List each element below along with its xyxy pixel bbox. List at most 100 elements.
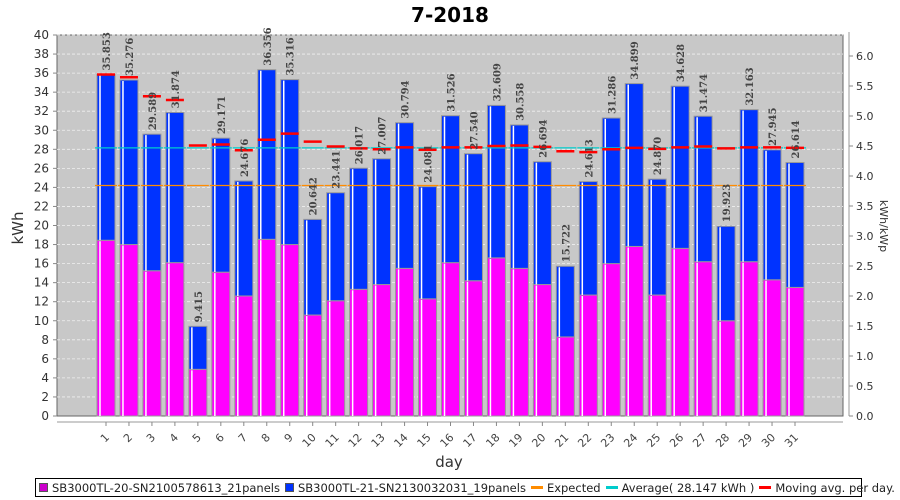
bar-stack xyxy=(188,325,208,417)
bar-stack xyxy=(509,124,529,417)
bar-total-label: 35.853 xyxy=(102,32,113,70)
bar-segment-inverter-21 xyxy=(303,218,323,316)
bar-segment-inverter-21 xyxy=(670,85,690,249)
bar-total-label: 26.694 xyxy=(538,119,549,157)
bar-value-labels: 35.853 35.276 29.589 31.874 9.415 29.171 24.67… xyxy=(102,27,802,322)
x-tick-label: 12 xyxy=(346,431,365,450)
x-tick-label: 29 xyxy=(736,431,755,450)
bar-total-label: 30.558 xyxy=(515,83,526,121)
y-right-tick-label: 6.0 xyxy=(856,50,874,63)
x-tick-label: 25 xyxy=(644,431,663,450)
y-axis-right: 0.0 0.5 1.0 1.5 2.0 2.5 3.0 3.5 4.0 4.5 5.0 5.5 6.0 xyxy=(848,32,874,423)
x-tick-label: 4 xyxy=(167,431,181,445)
bar-segment-inverter-21 xyxy=(555,265,575,338)
y-tick-label: 2 xyxy=(41,390,49,404)
bar-segment-inverter-21 xyxy=(188,325,208,370)
bar-segment-inverter-21 xyxy=(119,79,139,246)
x-tick-label: 7 xyxy=(236,431,250,445)
bar-segment-inverter-21 xyxy=(509,124,529,269)
bar-total-label: 27.540 xyxy=(469,111,480,149)
bar-total-label: 31.474 xyxy=(699,74,710,112)
legend-swatch-icon xyxy=(284,483,294,492)
bar-total-label: 23.441 xyxy=(332,150,343,188)
bar-total-label: 30.794 xyxy=(401,80,412,118)
bar-stack xyxy=(418,186,438,417)
y-tick-label: 8 xyxy=(41,333,49,347)
y-right-tick-label: 3.0 xyxy=(856,230,874,243)
y-tick-label: 4 xyxy=(41,371,49,385)
bar-segment-inverter-21 xyxy=(578,181,598,296)
bar-total-label: 35.276 xyxy=(125,38,136,76)
bar-segment-inverter-21 xyxy=(349,167,369,290)
bar-total-label: 31.526 xyxy=(447,73,458,111)
legend-item-moving-avg: Moving avg. per day. xyxy=(759,481,895,495)
y-tick-label: 6 xyxy=(41,352,49,366)
x-tick-label: 27 xyxy=(690,431,709,450)
x-tick-label: 21 xyxy=(552,431,571,450)
y-tick-label: 16 xyxy=(34,257,49,271)
x-tick-label: 6 xyxy=(213,431,227,445)
x-tick-label: 22 xyxy=(575,431,594,450)
bar-total-label: 19.923 xyxy=(722,184,733,222)
bar-total-label: 31.874 xyxy=(171,70,182,108)
bar-segment-inverter-21 xyxy=(785,162,805,288)
x-tick-label: 5 xyxy=(190,431,204,445)
y-tick-label: 36 xyxy=(34,66,49,80)
x-tick-label: 14 xyxy=(392,431,411,450)
bar-stack xyxy=(762,149,782,417)
x-tick-label: 19 xyxy=(506,431,525,450)
y-axis-right-label: kWh/kWp xyxy=(877,200,890,252)
bar-total-label: 27.945 xyxy=(768,108,779,146)
bar-segment-inverter-21 xyxy=(486,104,506,259)
bar-total-label: 32.163 xyxy=(745,67,756,105)
y-right-tick-label: 0.5 xyxy=(856,380,874,393)
bar-stack xyxy=(532,161,552,417)
bar-stack xyxy=(257,69,277,417)
x-tick-label: 28 xyxy=(713,431,732,450)
bar-total-label: 26.614 xyxy=(791,120,802,158)
bar-segment-inverter-21 xyxy=(601,117,621,265)
y-tick-label: 14 xyxy=(34,276,49,290)
x-tick-label: 24 xyxy=(621,431,640,450)
y-tick-label: 28 xyxy=(34,142,49,156)
y-tick-label: 38 xyxy=(34,47,49,61)
bar-segment-inverter-21 xyxy=(716,225,736,322)
x-tick-label: 15 xyxy=(415,431,434,450)
legend-item-inverter-21: SB3000TL-21-SN2130032031_19panels xyxy=(284,481,526,495)
bar-total-label: 34.899 xyxy=(630,41,641,79)
bars xyxy=(96,69,805,417)
bar-stack xyxy=(647,178,667,417)
bar-stack xyxy=(624,83,644,417)
x-tick-label: 10 xyxy=(300,431,319,450)
y-tick-label: 12 xyxy=(34,295,49,309)
x-tick-label: 3 xyxy=(144,431,158,445)
x-tick-label: 11 xyxy=(323,431,342,450)
bar-stack xyxy=(303,218,323,417)
x-axis-label: day xyxy=(435,453,463,471)
x-tick-label: 30 xyxy=(759,431,778,450)
bar-total-label: 29.171 xyxy=(217,96,228,134)
x-tick-label: 31 xyxy=(782,431,801,450)
bar-segment-inverter-21 xyxy=(234,180,254,297)
bar-total-label: 27.007 xyxy=(378,116,389,154)
legend-item-average: Average( 28.147 kWh ) xyxy=(605,481,754,495)
bar-stack xyxy=(349,167,369,417)
y-right-tick-label: 1.0 xyxy=(856,350,874,363)
y-tick-label: 24 xyxy=(34,180,49,194)
y-tick-label: 20 xyxy=(34,219,49,233)
x-tick-label: 20 xyxy=(529,431,548,450)
x-tick-label: 23 xyxy=(598,431,617,450)
bar-stack xyxy=(326,192,346,417)
bar-total-label: 9.415 xyxy=(194,291,205,322)
bar-total-label: 24.676 xyxy=(240,139,251,177)
legend-item-expected: Expected xyxy=(530,481,601,495)
bar-segment-inverter-21 xyxy=(142,133,162,272)
bar-total-label: 15.722 xyxy=(561,224,572,262)
legend-item-inverter-20: SB3000TL-20-SN2100578613_21panels xyxy=(39,481,280,495)
y-right-tick-label: 5.5 xyxy=(856,80,874,93)
y-right-tick-label: 2.5 xyxy=(856,260,874,273)
y-tick-label: 0 xyxy=(41,409,49,423)
bar-total-label: 31.286 xyxy=(607,76,618,114)
x-tick-label: 2 xyxy=(121,431,135,445)
